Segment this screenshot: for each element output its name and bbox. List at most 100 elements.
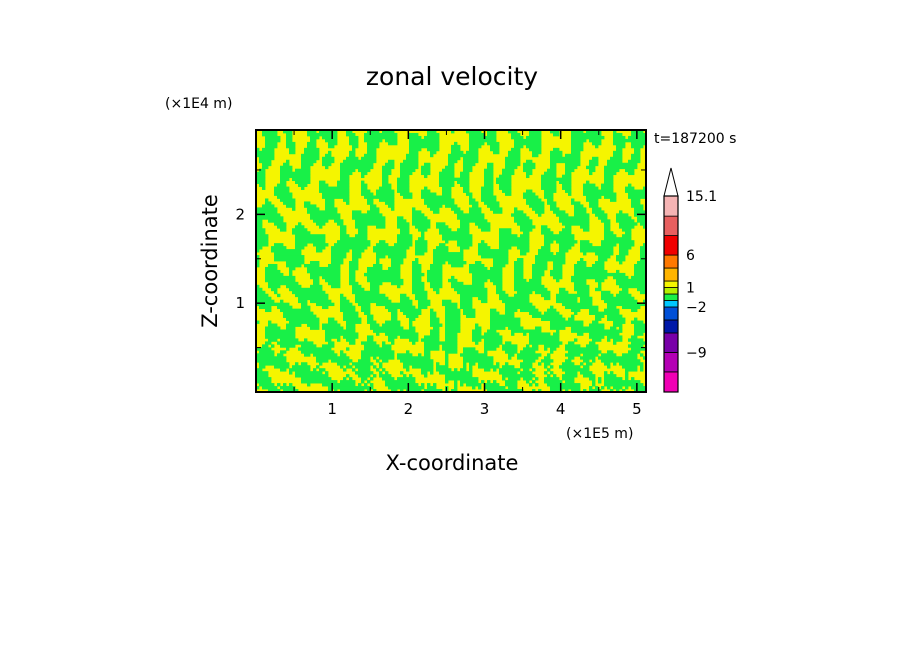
field-band (379, 356, 395, 360)
field-band (565, 153, 581, 158)
field-band (571, 389, 581, 393)
field-band (322, 192, 350, 196)
field-band (586, 344, 599, 348)
field-band (433, 258, 464, 262)
field-band (310, 299, 332, 304)
field-band (424, 389, 443, 393)
field-band (304, 263, 320, 268)
field-band (376, 302, 413, 307)
field-band (634, 272, 647, 277)
field-band (532, 314, 563, 318)
field-band (421, 171, 431, 176)
field-band (274, 258, 305, 262)
field-band (265, 308, 272, 313)
field-band (322, 159, 335, 164)
field-band (391, 261, 404, 265)
field-band (490, 147, 500, 152)
field-band (613, 362, 617, 366)
field-band (475, 261, 482, 265)
field-band (331, 249, 350, 253)
field-band (361, 341, 377, 345)
field-band (292, 177, 311, 182)
field-band (574, 287, 590, 292)
field-band (403, 362, 434, 366)
field-band (331, 246, 368, 250)
field-band (445, 356, 449, 360)
field-band (604, 371, 608, 375)
field-band (559, 180, 572, 184)
field-band (544, 347, 548, 351)
field-band (445, 326, 461, 330)
field-band (511, 132, 521, 137)
field-band (532, 153, 539, 158)
field-band (421, 192, 437, 196)
field-band (601, 353, 617, 357)
field-band (556, 213, 569, 217)
field-band (565, 225, 572, 229)
field-band (496, 180, 512, 184)
field-band (562, 362, 575, 366)
field-band (622, 353, 638, 357)
field-band (445, 311, 461, 315)
field-band (424, 344, 440, 348)
field-band (442, 237, 473, 241)
field-band (511, 213, 527, 217)
field-band (364, 383, 368, 387)
field-band (631, 335, 638, 339)
field-band (628, 338, 644, 342)
field-band (400, 293, 407, 298)
field-band (433, 261, 446, 265)
field-band (550, 389, 563, 393)
field-band (409, 150, 419, 155)
field-band (640, 365, 644, 369)
field-band (556, 252, 566, 256)
field-band (487, 380, 491, 384)
field-band (643, 299, 647, 304)
field-band (547, 353, 551, 357)
field-band (508, 153, 521, 158)
field-band (601, 359, 641, 363)
field-band (517, 222, 533, 226)
field-band (364, 344, 380, 348)
field-band (364, 272, 401, 277)
field-band (280, 386, 296, 390)
field-band (274, 186, 290, 190)
field-band (463, 311, 476, 315)
field-band (337, 183, 350, 187)
field-band (541, 180, 557, 184)
field-band (412, 266, 422, 271)
field-band (346, 320, 362, 324)
field-band (553, 332, 560, 336)
field-band (454, 287, 488, 292)
field-band (256, 216, 284, 220)
field-band (256, 174, 266, 179)
field-band (604, 299, 638, 304)
field-band (319, 368, 326, 372)
field-band (505, 162, 521, 167)
field-band (598, 380, 602, 384)
field-band (427, 147, 440, 152)
field-band (337, 362, 350, 366)
field-band (283, 201, 296, 205)
field-band (274, 192, 293, 196)
field-band (427, 278, 443, 283)
field-band (373, 356, 377, 360)
field-band (400, 174, 410, 179)
field-band (499, 368, 521, 372)
field-band (367, 335, 374, 339)
field-band (256, 377, 272, 381)
field-band (607, 365, 611, 369)
field-band (586, 180, 590, 184)
field-band (445, 329, 461, 333)
field-band (265, 278, 296, 283)
field-band (286, 261, 305, 265)
field-band (592, 338, 602, 342)
field-band (448, 156, 461, 161)
field-band (451, 207, 461, 211)
field-band (574, 281, 587, 286)
field-band (643, 186, 647, 190)
field-band (319, 130, 338, 134)
field-band (556, 240, 578, 244)
field-band (472, 281, 485, 286)
field-band (421, 231, 425, 235)
